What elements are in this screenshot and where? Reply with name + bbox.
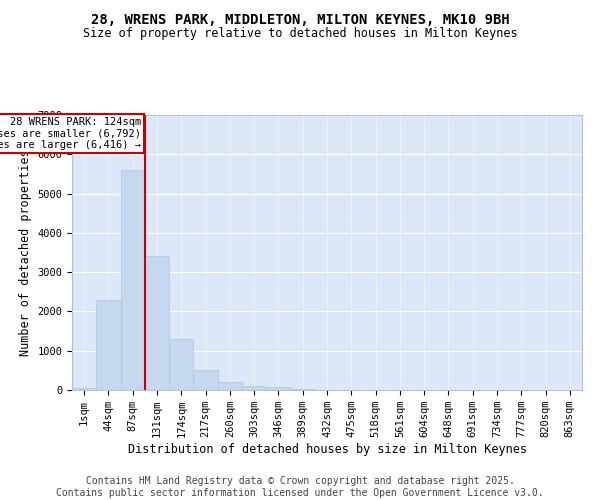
Text: 28, WRENS PARK, MIDDLETON, MILTON KEYNES, MK10 9BH: 28, WRENS PARK, MIDDLETON, MILTON KEYNES… [91, 12, 509, 26]
Bar [218, 382, 242, 390]
Text: Size of property relative to detached houses in Milton Keynes: Size of property relative to detached ho… [83, 28, 517, 40]
Bar [169, 339, 193, 390]
Y-axis label: Number of detached properties: Number of detached properties [19, 149, 32, 356]
Text: 28 WRENS PARK: 124sqm
← 51% of detached houses are smaller (6,792)
48% of semi-d: 28 WRENS PARK: 124sqm ← 51% of detached … [0, 117, 141, 150]
Bar [121, 170, 145, 390]
Bar [96, 300, 121, 390]
Bar [145, 256, 169, 390]
Bar [290, 389, 315, 390]
Bar [193, 370, 218, 390]
Text: Contains HM Land Registry data © Crown copyright and database right 2025.
Contai: Contains HM Land Registry data © Crown c… [56, 476, 544, 498]
Bar [266, 387, 290, 390]
X-axis label: Distribution of detached houses by size in Milton Keynes: Distribution of detached houses by size … [128, 443, 527, 456]
Bar [242, 386, 266, 390]
Bar [72, 388, 96, 390]
